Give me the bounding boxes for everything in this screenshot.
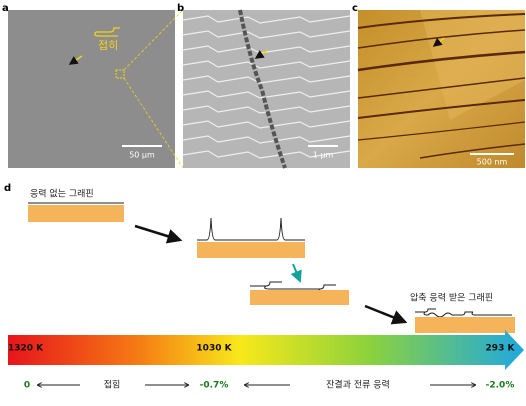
- sem-image: [8, 10, 175, 168]
- panel-label: b: [177, 3, 184, 14]
- panel-label: d: [4, 183, 11, 194]
- arrow: [432, 37, 445, 47]
- arrow: [364, 304, 408, 325]
- temperature: 1030 K: [196, 344, 232, 354]
- panel-b: b 1 μm: [177, 3, 351, 169]
- substrate: [28, 205, 124, 222]
- wrinkles: [357, 13, 526, 159]
- arrow: [254, 49, 269, 59]
- arrow: [290, 263, 302, 283]
- zoom-box: [115, 69, 125, 79]
- panel-d: d 응력 없는 그래핀 압축 응력 받은 그래핀 1320 K 1030 K 2…: [4, 183, 524, 391]
- substrate: [250, 290, 349, 305]
- arrow: [134, 224, 183, 244]
- zoom-line: [123, 77, 184, 169]
- panel-label: c: [352, 3, 358, 14]
- panel-a: a 접히 50 μm: [2, 3, 184, 169]
- fold-icon: [94, 27, 120, 37]
- state-label: 응력 없는 그래핀: [30, 188, 94, 200]
- stage: 잔결과 전류 응력: [326, 379, 390, 391]
- annotation: 접히: [98, 38, 118, 52]
- scale-label: 1 μm: [313, 151, 334, 160]
- temperature: 1320 K: [8, 344, 44, 354]
- graphene: [197, 217, 305, 241]
- panel-label: a: [2, 3, 9, 14]
- strain: -0.7%: [200, 381, 229, 391]
- strain: 0: [24, 381, 30, 391]
- temperature-bar: [8, 330, 524, 370]
- strain: -2.0%: [486, 381, 515, 391]
- panel-c: c 500 nm: [352, 3, 526, 168]
- zoom-line: [123, 9, 184, 71]
- graphene: [415, 308, 512, 318]
- state-label: 압축 응력 받은 그래핀: [410, 292, 493, 304]
- arrow: [68, 55, 83, 65]
- substrate: [197, 242, 305, 258]
- stage: 접힘: [104, 379, 121, 391]
- fold-line: [238, 9, 287, 169]
- scale-label: 500 nm: [477, 158, 508, 167]
- scale-label: 50 μm: [129, 151, 155, 160]
- sem-image: [183, 10, 350, 168]
- substrate: [415, 317, 515, 333]
- temperature: 293 K: [486, 344, 516, 354]
